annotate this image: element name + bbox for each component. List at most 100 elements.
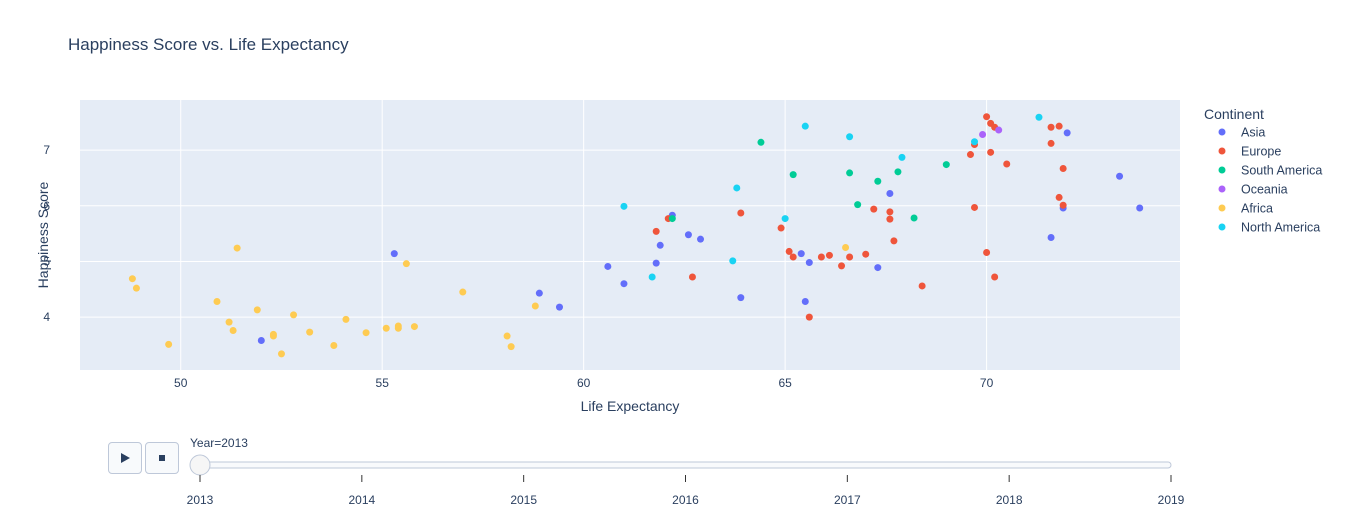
point-south-america [910,214,918,222]
point-asia [620,280,628,288]
point-africa [128,275,136,283]
point-europe [789,253,797,261]
point-europe [737,209,745,217]
point-europe [1047,139,1055,147]
point-africa [531,302,539,310]
point-asia [805,259,813,267]
point-north-america [801,122,809,130]
point-europe [870,205,878,213]
legend-label-asia: Asia [1241,126,1265,140]
point-africa [382,324,390,332]
legend-marker-south-america [1218,166,1226,174]
point-europe [777,224,785,232]
point-north-america [1035,113,1043,121]
plot-area [80,100,1180,370]
x-tick-label: 70 [980,376,994,390]
year-slider[interactable]: Year=2013 2013 2014 2015 2016 2017 2018 2019 [187,436,1185,507]
play-button[interactable] [108,442,142,474]
point-asia [656,241,664,249]
point-south-america [942,161,950,169]
point-north-america [733,184,741,192]
point-north-america [846,133,854,141]
point-europe [886,215,894,223]
slider-tick-label: 2013 [187,493,214,507]
point-africa [290,311,298,319]
y-tick-label: 6 [43,199,50,213]
point-asia [797,250,805,258]
x-tick-label: 60 [577,376,591,390]
point-europe [817,253,825,261]
point-europe [918,282,926,290]
point-africa [330,342,338,350]
point-asia [1063,129,1071,137]
point-europe [1055,193,1063,201]
legend-title: Continent [1204,106,1264,122]
point-asia [1136,204,1144,212]
point-europe [1059,201,1067,209]
legend-marker-north-america [1218,223,1226,231]
legend-label-north-america: North America [1241,221,1320,235]
point-north-america [729,257,737,265]
point-south-america [854,201,862,209]
x-tick-label: 55 [376,376,390,390]
grid-lines [80,100,1180,370]
point-asia [652,259,660,267]
legend-marker-europe [1218,147,1226,155]
point-africa [229,326,237,334]
point-north-america [648,273,656,281]
point-africa [253,306,261,314]
slider-current-label: Year=2013 [190,436,248,450]
point-europe [1003,160,1011,168]
point-africa [165,340,173,348]
point-asia [257,336,265,344]
legend-label-south-america: South America [1241,164,1322,178]
slider-tick-label: 2017 [834,493,861,507]
point-europe [886,208,894,216]
legend-label-oceania: Oceania [1241,183,1288,197]
point-africa [503,332,511,340]
point-africa [306,328,314,336]
slider-handle[interactable] [189,454,211,476]
legend-marker-oceania [1218,185,1226,193]
point-africa [362,329,370,337]
slider-tick-label: 2014 [348,493,375,507]
stop-icon [159,455,165,461]
point-asia [886,190,894,198]
point-europe [805,313,813,321]
point-south-america [846,169,854,177]
play-icon [121,453,130,463]
point-europe [971,203,979,211]
point-europe [991,273,999,281]
point-asia [1047,234,1055,242]
point-asia [801,298,809,306]
point-europe [1047,123,1055,131]
point-europe [862,250,870,258]
slider-tick-label: 2015 [510,493,537,507]
point-north-america [898,153,906,161]
point-north-america [781,215,789,223]
point-africa [459,288,467,296]
point-asia [604,262,612,270]
point-asia [684,231,692,239]
point-africa [410,323,418,331]
point-africa [213,298,221,306]
point-europe [1059,164,1067,172]
chart-title: Happiness Score vs. Life Expectancy [68,35,349,54]
point-south-america [789,171,797,179]
slider-tick-label: 2016 [672,493,699,507]
point-africa [132,284,140,292]
point-europe [785,247,793,255]
data-points [128,113,1144,358]
slider-rail[interactable] [199,461,1172,469]
point-europe [688,273,696,281]
point-europe [987,148,995,156]
y-tick-label: 4 [43,310,50,324]
point-oceania [995,126,1003,134]
point-africa [269,332,277,340]
stop-button[interactable] [145,442,179,474]
point-africa [507,343,515,351]
point-south-america [668,215,676,223]
legend-marker-africa [1218,204,1226,212]
point-africa [842,244,850,252]
